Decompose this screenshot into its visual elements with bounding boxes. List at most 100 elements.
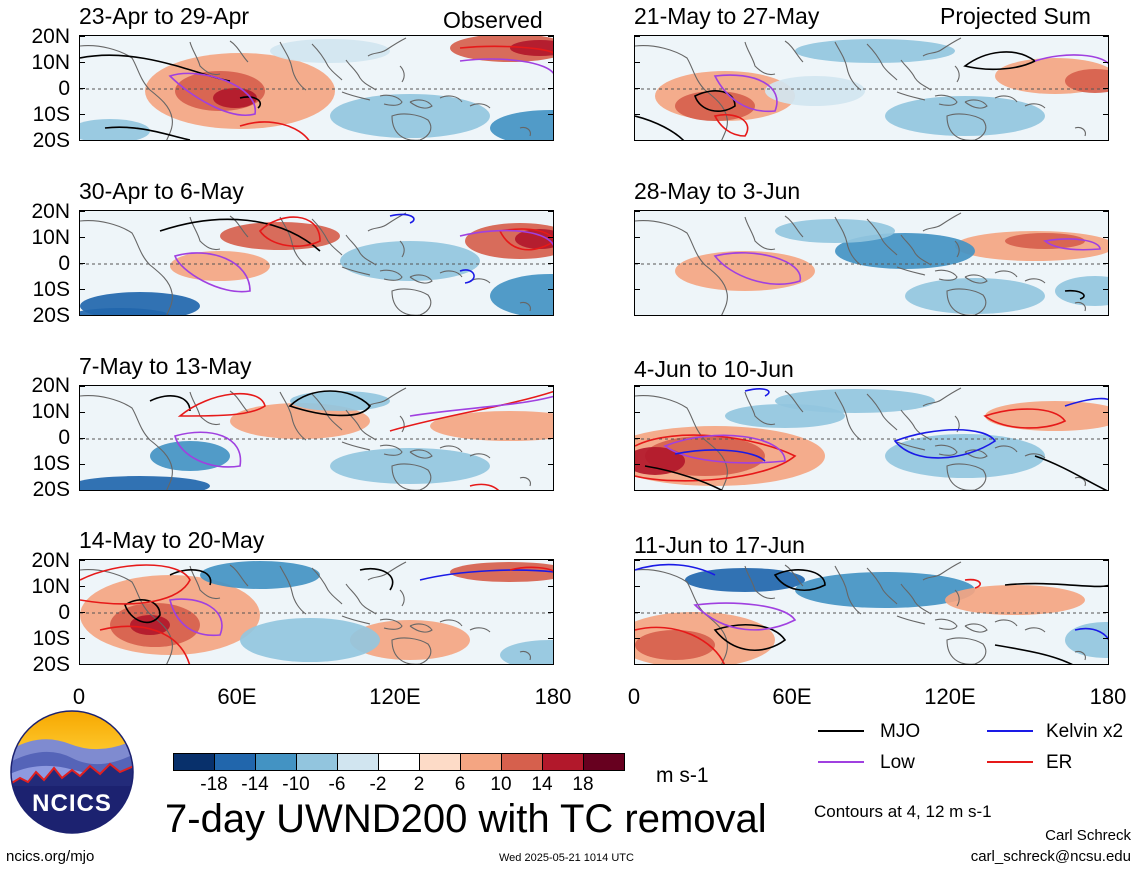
axis-tick (548, 412, 554, 413)
lon-label-left: 120E (369, 684, 421, 709)
axis-tick (634, 62, 640, 63)
easterly-anomaly-shading (330, 448, 490, 484)
coastline (994, 445, 1018, 453)
map-panel-right-3 (634, 385, 1109, 491)
wave-contour (469, 483, 500, 490)
lon-label-right: 60E (772, 684, 812, 709)
coastline (189, 41, 221, 76)
westerly-anomaly-shading (675, 91, 755, 121)
axis-tick (548, 289, 554, 290)
axis-tick (548, 237, 554, 238)
wave-contour (459, 45, 553, 54)
axis-tick (634, 638, 640, 639)
coastline (635, 45, 728, 140)
coastline (341, 615, 371, 625)
lat-label: 0 (58, 601, 70, 624)
coastline (954, 240, 960, 258)
wave-contour (773, 569, 826, 591)
axis-tick (548, 62, 554, 63)
wave-contour (663, 434, 786, 464)
wave-contour (994, 644, 1073, 664)
wave-contour (359, 568, 394, 591)
axis-tick (1103, 438, 1109, 439)
axis-tick (1103, 560, 1109, 561)
coastline (922, 37, 962, 57)
wave-contour (177, 392, 266, 417)
colorbar-label: 6 (454, 774, 466, 795)
coastline (934, 269, 958, 281)
coastline (834, 391, 862, 441)
easterly-anomaly-shading (80, 119, 150, 140)
westerly-anomaly-shading (675, 251, 815, 291)
easterly-anomaly-shading (240, 618, 380, 662)
coastline (946, 288, 987, 315)
axis-tick (634, 36, 640, 37)
axis-tick (1103, 237, 1109, 238)
axis-tick (1103, 612, 1109, 613)
wave-contour (239, 96, 262, 109)
colorbar-label: 10 (490, 774, 512, 795)
lon-label-right: 0 (627, 684, 641, 709)
wave-contour (1064, 397, 1108, 407)
westerly-anomaly-shading (1065, 69, 1108, 93)
wave-contour (498, 228, 553, 251)
wave-contour (983, 408, 1067, 429)
lat-label: 10N (31, 51, 70, 74)
easterly-anomaly-shading (80, 476, 210, 490)
coastline (1074, 301, 1086, 312)
axis-tick (548, 114, 554, 115)
colorbar-cell (296, 753, 338, 771)
axis-tick (634, 664, 640, 665)
axis-tick (548, 638, 554, 639)
coastline (345, 583, 377, 615)
coastline (469, 453, 491, 459)
lat-label: 10S (32, 452, 70, 475)
westerly-anomaly-shading (945, 585, 1085, 615)
lat-label: 0 (58, 77, 70, 100)
axis-tick (634, 289, 640, 290)
coastline (399, 589, 405, 607)
wave-contour (149, 395, 191, 412)
wave-contour (1043, 238, 1101, 251)
colorbar-label: 14 (531, 774, 553, 795)
coastline (311, 393, 343, 431)
lat-label: 0 (58, 426, 70, 449)
axis-tick (634, 211, 640, 212)
axis-tick (79, 36, 85, 37)
coastline (189, 216, 221, 251)
lat-label: 0 (58, 252, 70, 275)
coastline (946, 463, 987, 490)
axis-tick (1103, 114, 1109, 115)
axis-tick (548, 464, 554, 465)
footer-author: Carl Schreck (1045, 827, 1131, 844)
easterly-anomaly-shading (490, 110, 553, 140)
axis-tick (1103, 464, 1109, 465)
coastline (391, 288, 432, 315)
easterly-anomaly-shading (775, 219, 895, 243)
easterly-anomaly-shading (330, 94, 490, 138)
axis-tick (548, 263, 554, 264)
coastline (341, 441, 371, 451)
map-panel-left-4 (79, 559, 554, 665)
coastline (279, 216, 307, 266)
panel-title-right-3: 4-Jun to 10-Jun (634, 356, 794, 382)
axis-tick (1103, 664, 1109, 665)
coastline (469, 103, 491, 109)
wave-contour (169, 569, 212, 586)
easterly-anomaly-shading (795, 39, 955, 63)
coastline (229, 40, 249, 63)
coastline (279, 565, 307, 615)
coastline (229, 390, 249, 413)
coastline (80, 220, 173, 315)
coastline (399, 415, 405, 433)
wave-contour (713, 624, 787, 651)
coastline (311, 43, 343, 81)
axis-tick (634, 263, 640, 264)
lat-label: 10N (31, 575, 70, 598)
coastline (922, 561, 962, 581)
coastline (954, 65, 960, 83)
axis-tick (79, 412, 85, 413)
axis-tick (1103, 263, 1109, 264)
axis-tick (79, 560, 85, 561)
easterly-anomaly-shading (490, 274, 553, 315)
